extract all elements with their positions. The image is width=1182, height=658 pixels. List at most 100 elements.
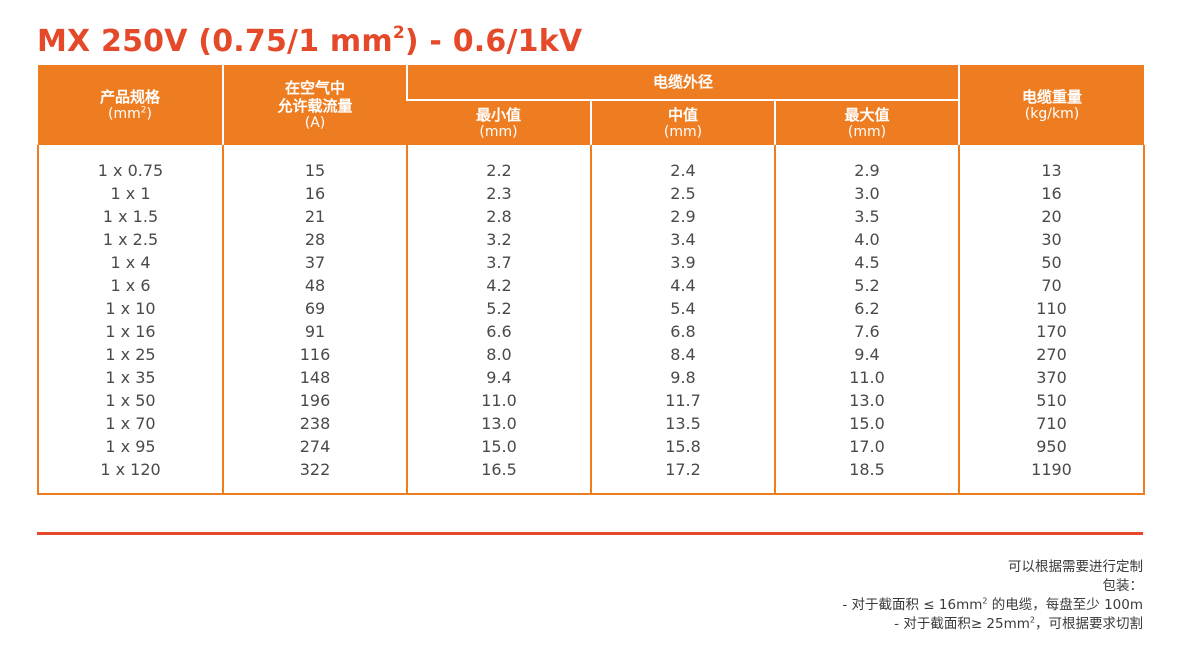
- table-cell: 2.9: [854, 161, 880, 180]
- title-superscript: 2: [392, 23, 405, 43]
- table-cell: 13.5: [665, 414, 701, 433]
- table-cell: 15.0: [481, 437, 517, 456]
- column-weight: 13 16 20 30 50 70 110 170 270 370 510 710 950 1190: [958, 145, 1145, 495]
- max-values: 2.9 3.0 3.5 4.0 4.5 5.2 6.2 7.6 9.4 11.0 13.0 15.0 1…: [776, 145, 958, 481]
- table-cell: 710: [1036, 414, 1067, 433]
- note-packaging-small: - 对于截面积 ≤ 16mm2 的电缆，每盘至少 100m: [842, 596, 1143, 613]
- table-cell: 3.2: [486, 230, 512, 249]
- table-cell: 5.2: [854, 276, 880, 295]
- table-cell: 4.0: [854, 230, 880, 249]
- table-cell: 6.2: [854, 299, 880, 318]
- table-cell: 8.4: [670, 345, 696, 364]
- mid-values: 2.4 2.5 2.9 3.4 3.9 4.4 5.4 6.8 8.4 9.8 11.7 13.5 15…: [592, 145, 774, 481]
- table-cell: 3.0: [854, 184, 880, 203]
- table-cell: 11.7: [665, 391, 701, 410]
- table-cell: 950: [1036, 437, 1067, 456]
- table-cell: 5.2: [486, 299, 512, 318]
- header-weight: 电缆重量 (kg/km): [958, 65, 1144, 145]
- table-cell: 270: [1036, 345, 1067, 364]
- column-min: 2.2 2.3 2.8 3.2 3.7 4.2 5.2 6.6 8.0 9.4 11.0 13.0 15…: [406, 145, 592, 495]
- table-cell: 2.5: [670, 184, 696, 203]
- header-current-line2: 允许载流量: [277, 96, 353, 115]
- table-cell: 4.4: [670, 276, 696, 295]
- notes: 可以根据需要进行定制 包装： - 对于截面积 ≤ 16mm2 的电缆，每盘至少 …: [842, 558, 1143, 634]
- column-current: 15 16 21 28 37 48 69 91 116 148 196 238 274 322: [222, 145, 408, 495]
- header-current-line1: 在空气中: [284, 78, 345, 97]
- table-cell: 16.5: [481, 460, 517, 479]
- table-cell: 17.0: [849, 437, 885, 456]
- table-cell: 322: [299, 460, 331, 479]
- table-cell: 70: [1041, 276, 1062, 295]
- table-cell: 3.9: [670, 253, 696, 272]
- header-current: 在空气中 允许载流量 (A): [222, 65, 407, 145]
- table-cell: 1 x 1: [110, 184, 151, 203]
- table-cell: 1 x 10: [105, 299, 156, 318]
- table-cell: 16: [1041, 184, 1062, 203]
- title-main: MX 250V (0.75/1 mm: [37, 24, 393, 59]
- table-cell: 1 x 35: [105, 368, 156, 387]
- table-cell: 170: [1036, 322, 1067, 341]
- table-cell: 274: [299, 437, 331, 456]
- header-min-unit: (mm): [479, 123, 518, 140]
- table-cell: 11.0: [849, 368, 885, 387]
- table-cell: 50: [1041, 253, 1062, 272]
- table-cell: 13.0: [481, 414, 517, 433]
- table-cell: 3.5: [854, 207, 880, 226]
- table-cell: 13: [1041, 161, 1062, 180]
- header-max-label: 最大值: [844, 105, 890, 124]
- table-cell: 3.4: [670, 230, 696, 249]
- table-cell: 11.0: [481, 391, 517, 410]
- table-cell: 28: [304, 230, 326, 249]
- table-cell: 2.2: [486, 161, 512, 180]
- table-cell: 13.0: [849, 391, 885, 410]
- header-min: 最小值 (mm): [407, 99, 591, 145]
- title-tail: ) - 0.6/1kV: [404, 24, 583, 59]
- table-cell: 1 x 120: [100, 460, 161, 479]
- table-cell: 15: [304, 161, 326, 180]
- table-cell: 17.2: [665, 460, 701, 479]
- table-cell: 238: [299, 414, 331, 433]
- weight-values: 13 16 20 30 50 70 110 170 270 370 510 710 950 1190: [960, 145, 1143, 481]
- table-cell: 20: [1041, 207, 1062, 226]
- header-diameter: 电缆外径: [406, 65, 959, 100]
- table-cell: 116: [299, 345, 331, 364]
- table-cell: 7.6: [854, 322, 880, 341]
- header-min-label: 最小值: [475, 105, 521, 124]
- table-cell: 9.8: [670, 368, 696, 387]
- spec-values: 1 x 0.75 1 x 1 1 x 1.5 1 x 2.5 1 x 4 1 x 6 1 x…: [39, 145, 222, 481]
- note-custom: 可以根据需要进行定制: [1008, 559, 1143, 575]
- table-cell: 1 x 2.5: [102, 230, 159, 249]
- table-cell: 9.4: [486, 368, 512, 387]
- table-cell: 8.0: [486, 345, 512, 364]
- column-max: 2.9 3.0 3.5 4.0 4.5 5.2 6.2 7.6 9.4 11.0 13.0 15.0 1…: [774, 145, 960, 495]
- divider-rule: [37, 532, 1143, 535]
- table-cell: 15.8: [665, 437, 701, 456]
- table-cell: 1 x 4: [110, 253, 151, 272]
- table-cell: 2.3: [486, 184, 512, 203]
- table-cell: 3.7: [486, 253, 512, 272]
- table-cell: 370: [1036, 368, 1067, 387]
- table-cell: 5.4: [670, 299, 696, 318]
- header-weight-label: 电缆重量: [1021, 87, 1082, 106]
- table-cell: 1 x 70: [105, 414, 156, 433]
- header-mid-unit: (mm): [663, 123, 703, 140]
- header-max: 最大值 (mm): [774, 99, 959, 145]
- table-cell: 148: [299, 368, 331, 387]
- table-cell: 1 x 0.75: [97, 161, 164, 180]
- table-cell: 4.5: [854, 253, 880, 272]
- table-cell: 110: [1036, 299, 1067, 318]
- header-weight-unit: (kg/km): [1024, 105, 1080, 122]
- table-cell: 2.8: [486, 207, 512, 226]
- table-cell: 30: [1041, 230, 1062, 249]
- table-cell: 1 x 25: [105, 345, 156, 364]
- column-spec: 1 x 0.75 1 x 1 1 x 1.5 1 x 2.5 1 x 4 1 x 6 1 x…: [37, 145, 224, 495]
- page-title: MX 250V (0.75/1 mm2) - 0.6/1kV: [37, 22, 582, 62]
- header-spec-unit: (mm2): [108, 104, 152, 122]
- table-cell: 9.4: [854, 345, 880, 364]
- table-cell: 1 x 50: [105, 391, 156, 410]
- header-max-unit: (mm): [847, 123, 887, 140]
- table-cell: 2.9: [670, 207, 696, 226]
- cable-spec-table-wrapper: 产品规格 (mm2) 在空气中 允许载流量 (A) 电缆外径 电缆重量 (kg/…: [37, 65, 1145, 495]
- cable-spec-table: 产品规格 (mm2) 在空气中 允许载流量 (A) 电缆外径 电缆重量 (kg/…: [37, 65, 1145, 495]
- header-spec-label: 产品规格: [99, 87, 160, 106]
